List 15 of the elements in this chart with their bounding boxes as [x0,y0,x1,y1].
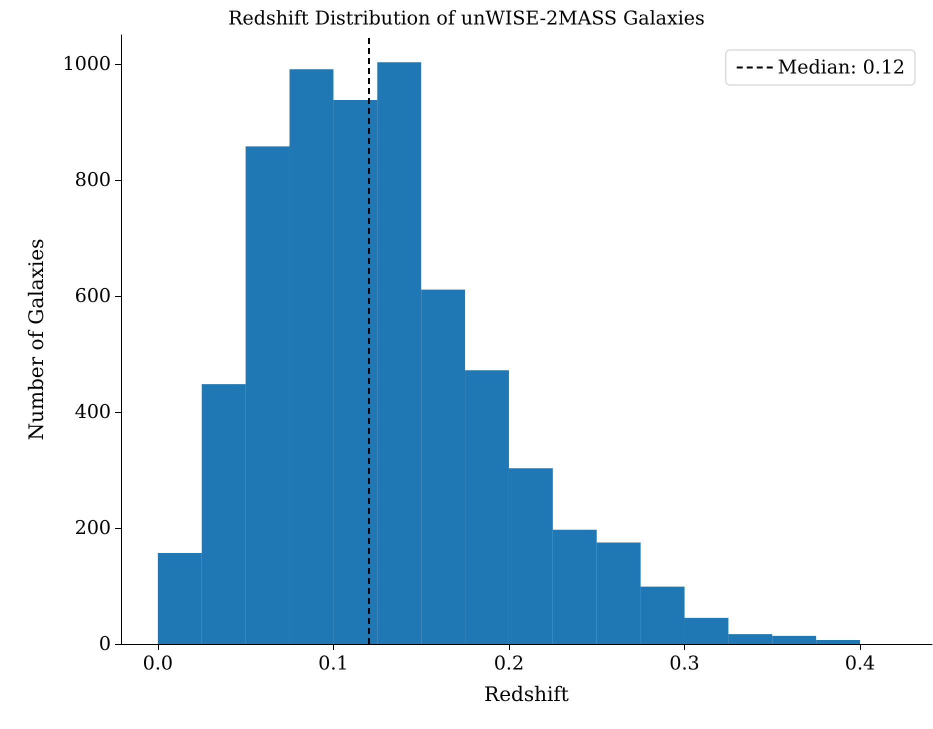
y-tick-label: 800 [74,169,111,191]
y-tick-label: 200 [74,517,111,539]
x-tick-label: 0.0 [142,652,173,674]
y-tick-label: 0 [98,633,111,655]
x-tick-label: 0.2 [494,652,524,674]
x-tick-label: 0.1 [318,652,349,674]
y-axis-title: Number of Galaxies [24,238,48,440]
x-axis-title: Redshift [484,682,569,706]
y-tick-label: 600 [74,285,111,307]
ref-line-label: Median: 0.12 [778,56,905,78]
y-tick-label: 1000 [62,53,111,75]
x-tick-label: 0.4 [844,652,876,674]
x-tick-label: 0.3 [669,652,700,674]
y-tick-label: 400 [74,401,111,423]
chart-title: Redshift Distribution of unWISE-2MASS Galaxies [228,8,705,30]
